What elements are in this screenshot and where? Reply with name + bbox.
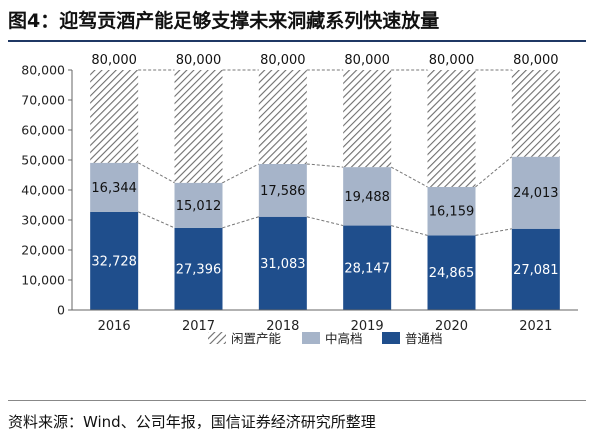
total-label: 80,000: [260, 53, 306, 68]
title-rule: [8, 40, 586, 42]
y-tick-label: 60,000: [21, 123, 65, 138]
series-connector: [137, 211, 175, 229]
bar-segment-regular: [427, 235, 476, 310]
data-label: 15,012: [176, 199, 222, 214]
bar-segment-idle: [343, 70, 392, 168]
bar-segment-idle: [511, 70, 560, 157]
bar-segment-mid-high: [258, 163, 307, 217]
series-connector: [390, 166, 428, 188]
y-tick-label: 50,000: [21, 153, 65, 168]
data-label: 32,728: [91, 254, 137, 269]
bar-segment-mid-high: [343, 167, 392, 226]
source-note: 资料来源：Wind、公司年报，国信证券经济研究所整理: [8, 413, 376, 431]
total-label: 80,000: [91, 53, 137, 68]
bar-segment-mid-high: [427, 186, 476, 236]
x-tick-label: 2019: [351, 319, 384, 334]
x-tick-label: 2017: [182, 319, 215, 334]
legend-swatch-idle: [208, 332, 226, 344]
bar-segment-regular: [174, 227, 223, 310]
series-connector: [137, 162, 175, 184]
stacked-bar-chart: 0 10,000 20,000 30,000 40,000 50,000 60,000 70,…: [21, 53, 578, 346]
series-connector: [475, 156, 513, 188]
x-tick-label: 2018: [266, 319, 299, 334]
y-tick-label: 0: [57, 303, 65, 318]
legend-swatch-regular: [382, 332, 400, 344]
data-label: 19,488: [344, 190, 390, 205]
bar-segment-idle: [258, 70, 307, 164]
data-label: 16,344: [91, 181, 137, 196]
source-rule: [8, 400, 586, 401]
legend-label: 闲置产能: [231, 331, 282, 346]
bar-segment-idle: [174, 70, 223, 183]
bar-segment-mid-high: [174, 182, 223, 228]
y-tick-label: 40,000: [21, 183, 65, 198]
data-label: 24,013: [513, 186, 559, 201]
bar-segment-regular: [511, 228, 560, 310]
data-label: 24,865: [429, 266, 475, 281]
data-label: 28,147: [344, 261, 390, 276]
y-tick-label: 10,000: [21, 273, 65, 288]
bar-segment-regular: [258, 216, 307, 310]
series-connector: [306, 163, 344, 168]
bar-segment-mid-high: [511, 156, 560, 229]
total-label: 80,000: [513, 53, 559, 68]
y-tick-label: 20,000: [21, 243, 65, 258]
y-tick-label: 70,000: [21, 93, 65, 108]
series-connector: [222, 216, 259, 229]
data-label: 27,396: [176, 262, 222, 277]
total-label: 80,000: [344, 53, 390, 68]
x-tick-label: 2016: [98, 319, 131, 334]
series-connector: [306, 216, 344, 227]
data-label: 27,081: [513, 263, 559, 278]
bar-segment-idle: [427, 70, 476, 187]
series-connector: [222, 163, 260, 184]
x-tick-label: 2021: [519, 319, 552, 334]
bar-segment-regular: [90, 211, 139, 310]
legend-label: 普通档: [405, 331, 443, 346]
bar-segment-mid-high: [90, 162, 139, 212]
data-label: 17,586: [260, 184, 306, 199]
total-label: 80,000: [429, 53, 475, 68]
legend-label: 中高档: [325, 331, 363, 346]
series-connector: [391, 225, 428, 236]
bar-segment-idle: [90, 70, 139, 163]
data-label: 31,083: [260, 257, 306, 272]
figure-title: 图4：迎驾贡酒产能足够支撑未来洞藏系列快速放量: [8, 10, 440, 32]
total-label: 80,000: [176, 53, 222, 68]
data-label: 16,159: [429, 205, 475, 220]
legend-swatch-mid-high: [302, 332, 320, 344]
bar-segment-regular: [343, 225, 392, 310]
series-connector: [475, 228, 512, 236]
y-tick-label: 30,000: [21, 213, 65, 228]
y-tick-label: 80,000: [21, 63, 65, 78]
x-tick-label: 2020: [435, 319, 468, 334]
